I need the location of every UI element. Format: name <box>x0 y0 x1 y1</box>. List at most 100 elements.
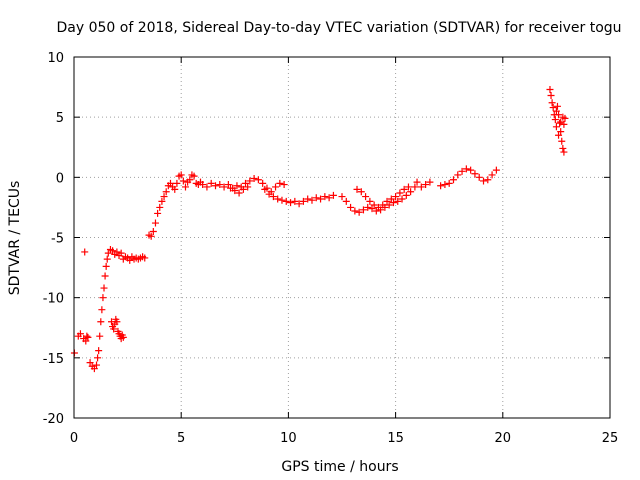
data-point <box>160 193 168 201</box>
data-point <box>387 195 395 203</box>
data-point <box>402 191 410 199</box>
data-point <box>84 333 92 341</box>
data-point <box>484 176 492 184</box>
data-point <box>549 104 557 112</box>
data-point <box>259 179 267 187</box>
data-point <box>158 197 166 205</box>
data-point <box>392 193 400 201</box>
data-point <box>227 184 235 192</box>
data-point <box>276 179 284 187</box>
data-point <box>280 181 288 189</box>
data-point <box>480 177 488 185</box>
y-tick-label: -5 <box>51 232 64 247</box>
data-point <box>250 175 258 183</box>
data-point <box>101 272 109 280</box>
data-point <box>224 181 232 189</box>
data-point <box>179 177 187 185</box>
data-point <box>207 179 215 187</box>
data-point <box>449 176 457 184</box>
data-point <box>81 248 89 256</box>
data-point <box>220 183 228 191</box>
data-point <box>102 262 110 270</box>
x-tick-label: 25 <box>602 431 619 446</box>
data-point <box>383 197 391 205</box>
data-point <box>372 207 380 215</box>
y-tick-label: -15 <box>43 352 64 367</box>
x-tick-label: 20 <box>495 431 512 446</box>
data-point <box>407 188 415 196</box>
data-point <box>295 200 303 208</box>
data-point <box>190 172 198 180</box>
data-point <box>149 227 157 235</box>
y-tick-label: 10 <box>47 51 64 66</box>
data-point <box>147 232 155 240</box>
data-point <box>171 185 179 193</box>
data-point <box>355 208 363 216</box>
data-point <box>558 137 566 145</box>
data-point <box>181 183 189 191</box>
data-point <box>96 332 104 340</box>
data-point <box>547 92 555 100</box>
data-point <box>103 255 111 263</box>
data-point <box>233 182 241 190</box>
y-axis-title: SDTVAR / TECUs <box>7 181 23 296</box>
data-point <box>98 306 106 314</box>
x-tick-label: 5 <box>177 431 185 446</box>
data-point <box>272 183 280 191</box>
data-point <box>100 284 108 292</box>
data-point <box>141 254 149 262</box>
data-point <box>199 181 207 189</box>
x-tick-label: 0 <box>70 431 78 446</box>
data-point <box>374 203 382 211</box>
data-point <box>329 191 337 199</box>
data-point <box>359 206 367 214</box>
data-point <box>308 196 316 204</box>
data-point <box>162 188 170 196</box>
data-point <box>86 359 94 367</box>
y-tick-label: -20 <box>43 412 64 427</box>
data-point <box>154 209 162 217</box>
data-point <box>246 177 254 185</box>
data-point <box>458 167 466 175</box>
data-point <box>299 197 307 205</box>
data-point <box>551 116 559 124</box>
data-point <box>203 183 211 191</box>
x-axis-title: GPS time / hours <box>281 459 398 475</box>
data-point <box>110 325 118 333</box>
data-point <box>441 181 449 189</box>
data-point <box>312 194 320 202</box>
chart-title: Day 050 of 2018, Sidereal Day-to-day VTE… <box>56 20 621 36</box>
data-point <box>104 249 112 257</box>
data-point <box>291 197 299 205</box>
data-point <box>560 148 568 156</box>
data-point <box>385 201 393 209</box>
data-point <box>235 189 243 197</box>
data-point <box>366 197 374 205</box>
data-point <box>445 179 453 187</box>
data-point <box>76 330 84 338</box>
data-point <box>99 294 107 302</box>
data-point <box>556 119 564 127</box>
data-point <box>364 203 372 211</box>
data-point <box>126 256 134 264</box>
data-point <box>231 187 239 195</box>
data-point <box>113 318 121 326</box>
data-point <box>411 183 419 191</box>
data-points <box>70 85 569 373</box>
data-point <box>396 189 404 197</box>
data-point <box>254 176 262 184</box>
data-point <box>261 185 269 193</box>
data-point <box>325 194 333 202</box>
data-point <box>95 347 103 355</box>
data-point <box>244 183 252 191</box>
data-point <box>454 171 462 179</box>
data-point <box>557 128 565 136</box>
data-point <box>555 111 563 119</box>
data-point <box>404 183 412 191</box>
data-point <box>317 195 325 203</box>
y-tick-label: -10 <box>43 292 64 307</box>
x-tick-label: 15 <box>387 431 404 446</box>
data-point <box>287 199 295 207</box>
